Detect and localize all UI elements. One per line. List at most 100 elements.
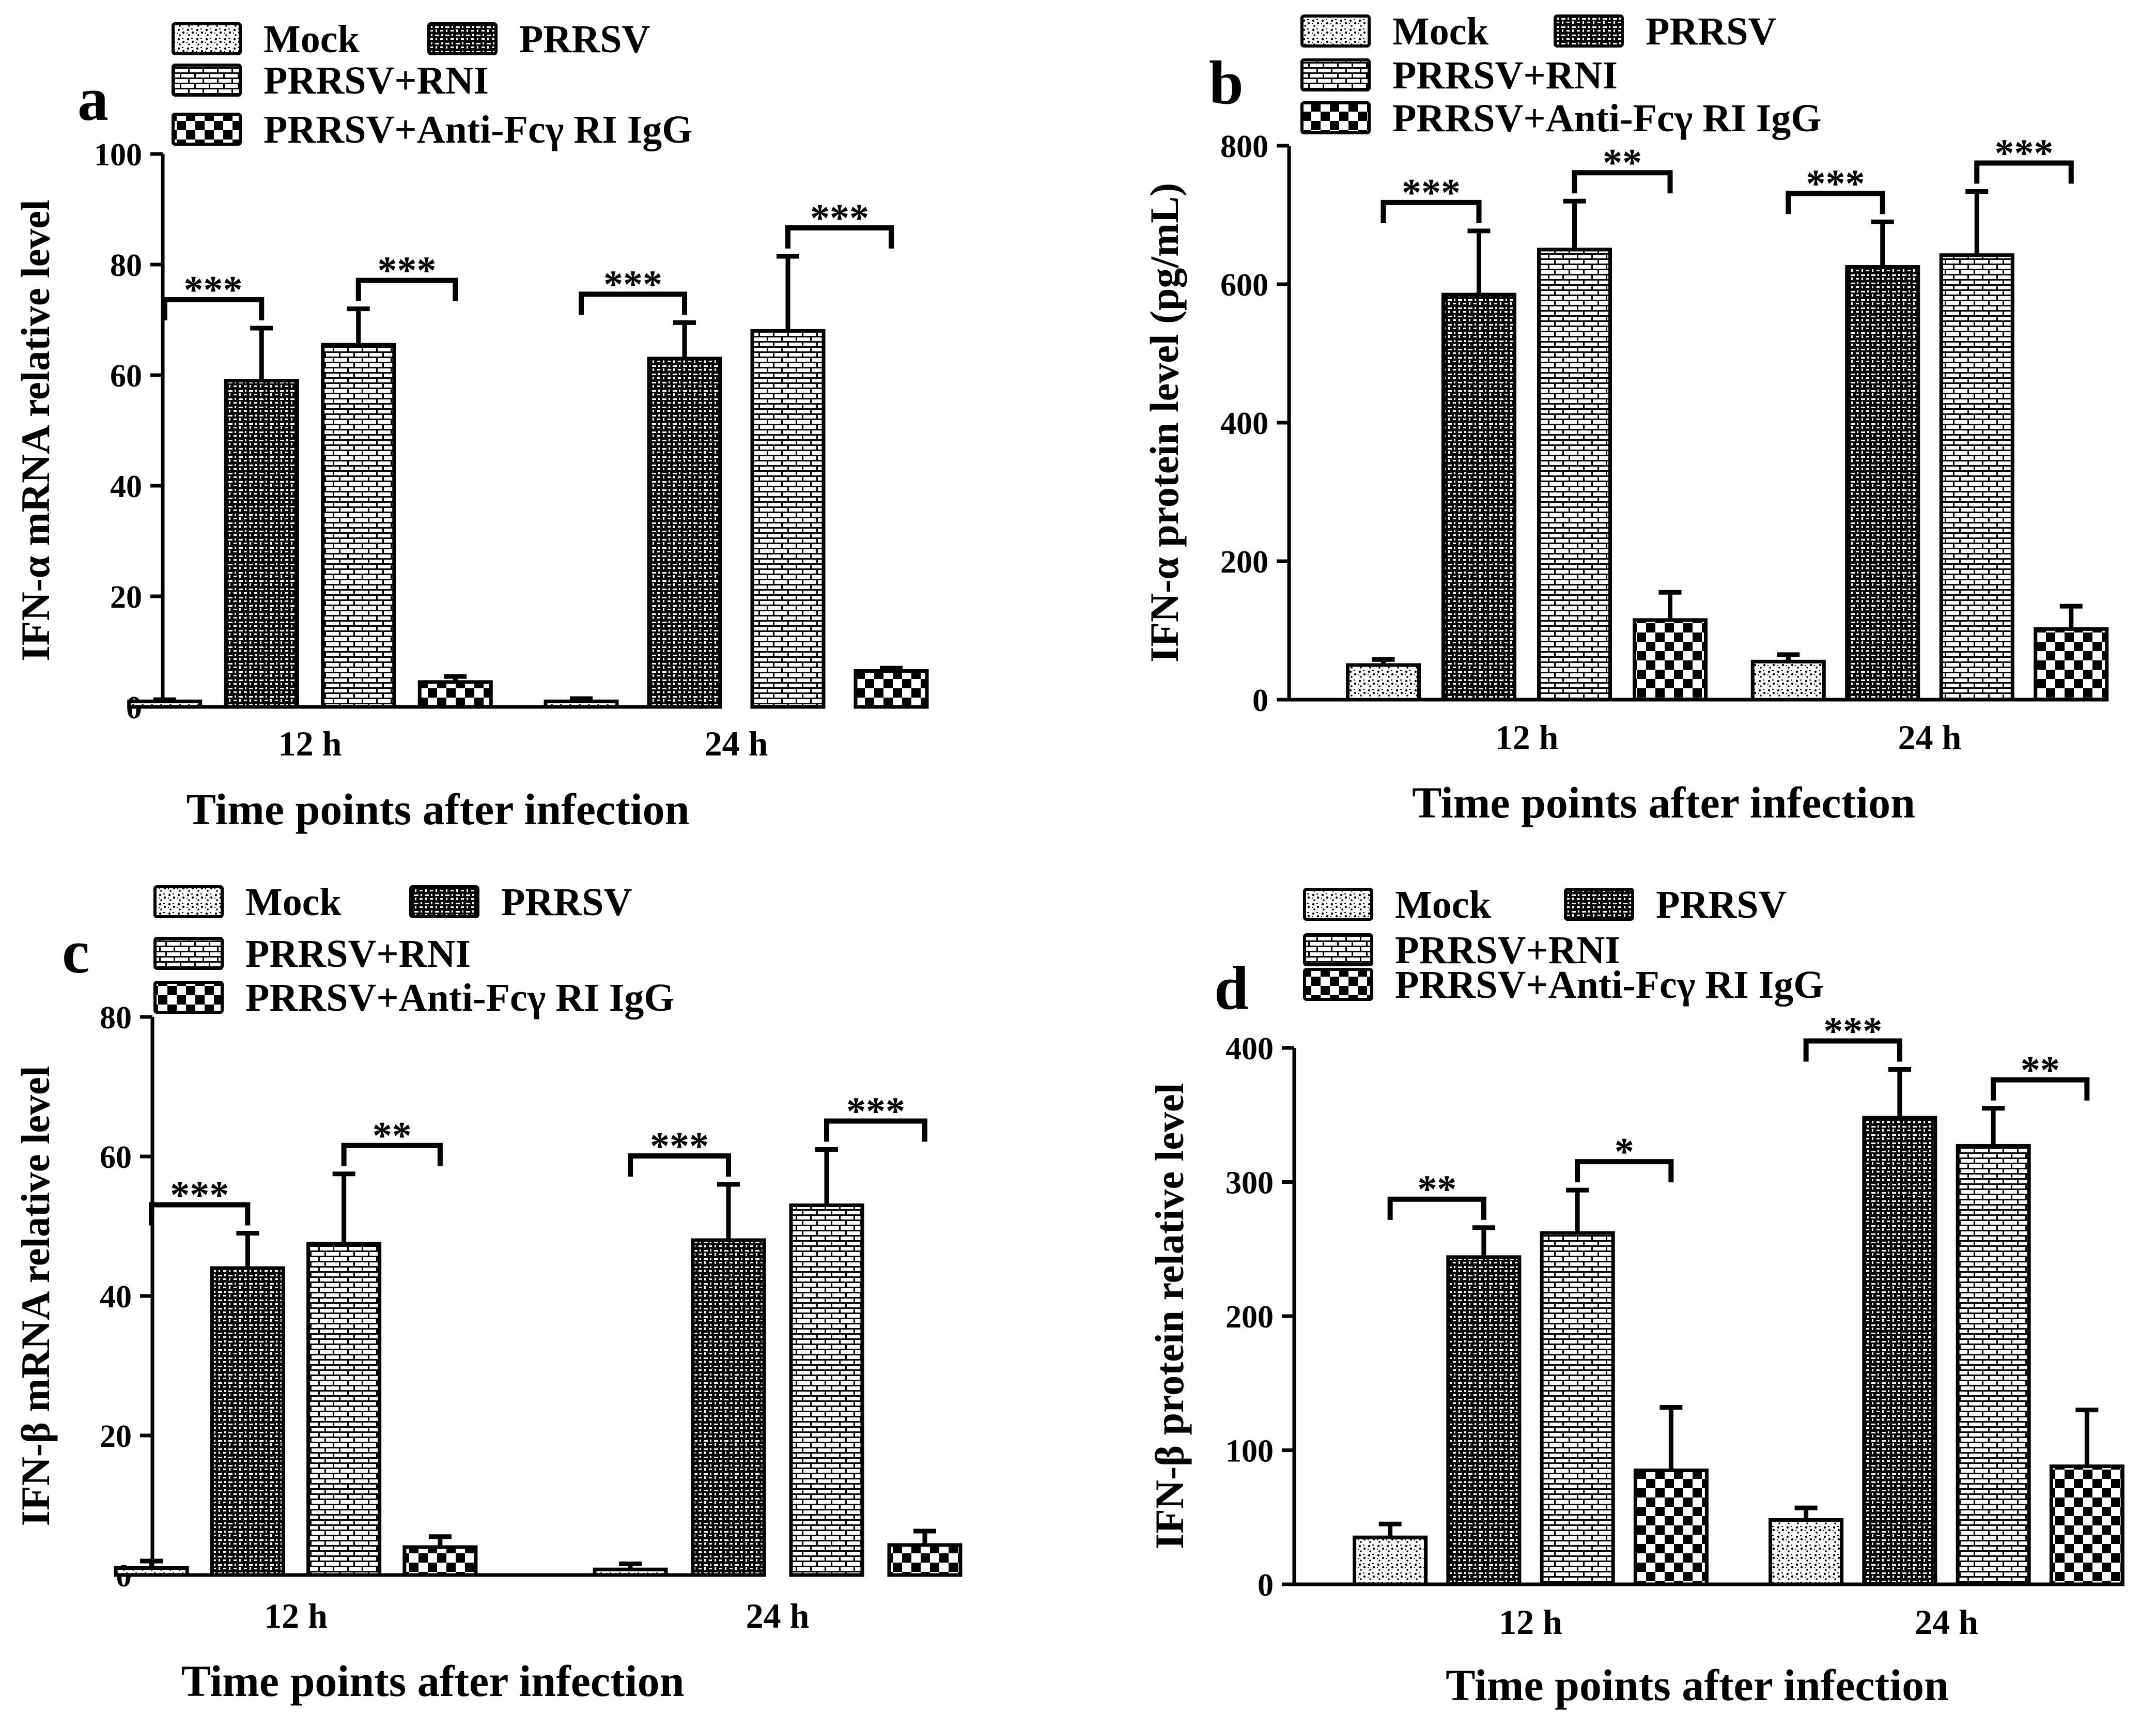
y-axis-label: IFN-α mRNA relative level xyxy=(13,199,58,661)
panel-letter: c xyxy=(62,917,89,986)
bar-prrsv-rni-12h xyxy=(1537,248,1612,702)
x-tick-label: 24 h xyxy=(746,1596,810,1635)
significance-bracket: ** xyxy=(1572,141,1673,194)
significance-label: *** xyxy=(810,196,869,240)
bar-prrsv-anti-fcgr-igg-12h xyxy=(1633,618,1708,702)
legend-label-prrsv-rni: PRRSV+RNI xyxy=(1392,54,1618,97)
x-tick-label: 12 h xyxy=(278,724,342,763)
y-tick-label: 20 xyxy=(110,580,142,615)
bracket-line xyxy=(162,297,265,321)
bracket-line xyxy=(785,225,894,249)
legend-label-mock: Mock xyxy=(263,18,360,61)
significance-label: *** xyxy=(603,263,662,306)
significance-label: *** xyxy=(1995,131,2054,175)
bar-prrsv-rni-24h xyxy=(789,1203,864,1577)
legend-label-prrsv: PRRSV xyxy=(1656,883,1787,927)
y-tick-label: 80 xyxy=(100,1000,132,1036)
legend-item-prrsv-rni: PRRSV+RNI xyxy=(1303,929,1620,972)
bar-prrsv-rni-12h xyxy=(321,343,396,709)
significance-bracket: *** xyxy=(1974,131,2074,184)
legend-label-prrsv-anti-fcgr-igg: PRRSV+Anti-Fcγ RI IgG xyxy=(1395,963,1824,1007)
bracket-line xyxy=(1803,1038,1902,1062)
bar-prrsv-rni-24h xyxy=(1939,253,2014,702)
legend-swatch-mock xyxy=(172,22,242,55)
y-axis-label: IFN-α protein level (pg/mL) xyxy=(1142,183,1187,662)
legend-swatch-prrsv-anti-fcgr-igg xyxy=(153,981,224,1014)
significance-label: *** xyxy=(170,1174,229,1217)
significance-bracket: ** xyxy=(341,1114,443,1166)
x-axis-label: Time points after infection xyxy=(1412,778,1915,827)
x-tick-label: 12 h xyxy=(264,1596,328,1635)
legend-label-mock: Mock xyxy=(1392,10,1488,53)
significance-bracket: *** xyxy=(149,1174,251,1226)
legend-swatch-prrsv-rni xyxy=(1300,58,1371,91)
y-tick-label: 40 xyxy=(110,469,142,504)
y-tick-label: 300 xyxy=(1226,1166,1274,1201)
significance-label: *** xyxy=(650,1124,709,1168)
y-tick-label: 200 xyxy=(1220,545,1268,580)
significance-label: ** xyxy=(1603,141,1642,184)
legend-swatch-mock xyxy=(153,885,224,918)
legend-item-prrsv: PRRSV xyxy=(409,881,632,924)
legend-item-prrsv-anti-fcgr-igg: PRRSV+Anti-Fcγ RI IgG xyxy=(1300,97,1821,140)
bar-prrsv-24h xyxy=(1862,1116,1937,1586)
bar-mock-12h xyxy=(127,699,203,709)
bar-prrsv-rni-12h xyxy=(306,1242,382,1577)
legend-item-prrsv-rni: PRRSV+RNI xyxy=(172,59,489,102)
legend-swatch-prrsv xyxy=(1564,888,1634,921)
y-tick-label: 0 xyxy=(1252,683,1268,718)
significance-bracket: * xyxy=(1575,1130,1674,1183)
bracket-line xyxy=(355,277,458,301)
bar-prrsv-rni-12h xyxy=(1540,1231,1615,1586)
y-tick-label: 800 xyxy=(1220,129,1268,164)
significance-label: * xyxy=(1615,1130,1634,1174)
legend-label-mock: Mock xyxy=(1395,883,1491,927)
y-tick-label: 60 xyxy=(110,359,142,394)
bracket-line xyxy=(1786,191,1885,214)
x-axis-label: Time points after infection xyxy=(181,1656,685,1706)
legend-item-prrsv-anti-fcgr-igg: PRRSV+Anti-Fcγ RI IgG xyxy=(1303,963,1824,1007)
legend-swatch-prrsv xyxy=(427,22,498,55)
significance-bracket: *** xyxy=(824,1090,927,1142)
bar-mock-24h xyxy=(1750,659,1826,702)
y-tick-label: 100 xyxy=(1226,1434,1274,1469)
bar-mock-24h xyxy=(593,1567,668,1577)
legend-label-prrsv-rni: PRRSV+RNI xyxy=(263,59,489,102)
bar-prrsv-anti-fcgr-igg-12h xyxy=(1633,1468,1709,1586)
y-tick-label: 40 xyxy=(100,1279,132,1315)
bar-prrsv-rni-24h xyxy=(750,329,826,709)
significance-label: *** xyxy=(378,249,437,292)
y-tick-label: 80 xyxy=(110,248,142,283)
y-tick-label: 400 xyxy=(1220,406,1268,441)
bracket-line xyxy=(1387,1196,1486,1220)
bar-prrsv-24h xyxy=(647,357,722,709)
bracket-line xyxy=(579,291,687,315)
legend-item-mock: Mock xyxy=(1300,10,1488,53)
y-tick-label: 20 xyxy=(100,1419,132,1454)
significance-label: ** xyxy=(2021,1048,2060,1092)
significance-bracket: ** xyxy=(1991,1048,2090,1101)
bracket-line xyxy=(1991,1077,2090,1101)
legend-label-prrsv-anti-fcgr-igg: PRRSV+Anti-Fcγ RI IgG xyxy=(245,976,674,1020)
bar-prrsv-24h xyxy=(1845,265,1920,702)
bracket-line xyxy=(1572,170,1673,194)
legend-label-prrsv: PRRSV xyxy=(1646,10,1776,53)
bar-prrsv-12h xyxy=(210,1266,285,1577)
significance-label: *** xyxy=(1402,171,1461,214)
x-tick-label: 12 h xyxy=(1499,1602,1562,1642)
significance-bracket: *** xyxy=(162,268,265,321)
significance-bracket: *** xyxy=(1786,162,1885,214)
panel-letter: d xyxy=(1214,953,1249,1022)
significance-bracket: *** xyxy=(579,263,687,315)
bracket-line xyxy=(1381,199,1482,223)
legend-swatch-prrsv-anti-fcgr-igg xyxy=(1303,968,1373,1001)
significance-bracket: *** xyxy=(628,1124,731,1177)
legend-item-prrsv: PRRSV xyxy=(1564,883,1787,927)
